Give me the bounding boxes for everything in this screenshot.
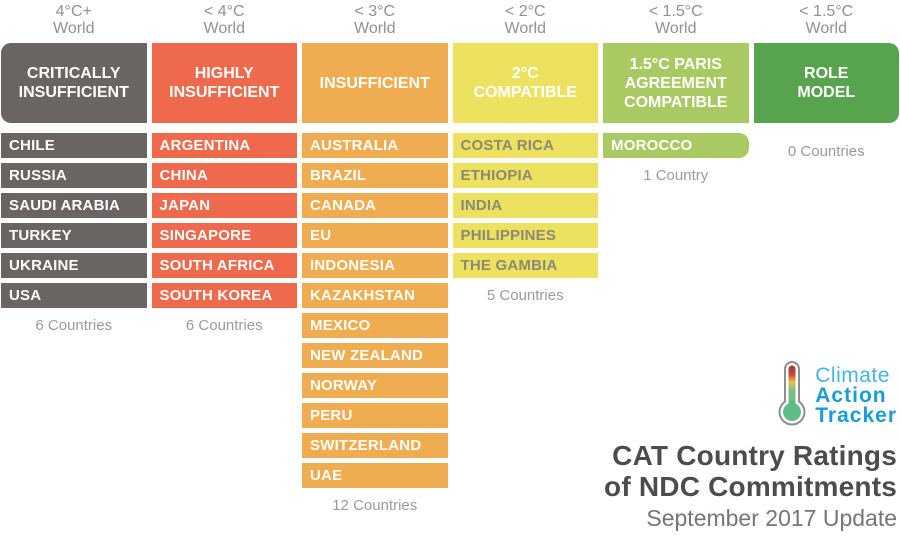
world-label: < 1.5°C World bbox=[648, 3, 703, 37]
country-box: UAE bbox=[302, 463, 448, 488]
country-count: 6 Countries bbox=[185, 317, 263, 334]
rating-column-5: < 1.5°C World ROLE MODEL 0 Countries bbox=[753, 0, 899, 514]
country-box: SAUDI ARABIA bbox=[1, 193, 147, 218]
category-header: ROLE MODEL bbox=[753, 43, 899, 123]
country-box: INDIA bbox=[452, 193, 598, 218]
country-box: NEW ZEALAND bbox=[302, 343, 448, 368]
logo-word-action: Action bbox=[815, 383, 887, 407]
country-box: NORWAY bbox=[302, 373, 448, 398]
world-label: < 2°C World bbox=[504, 3, 547, 37]
country-box: THE GAMBIA bbox=[452, 253, 598, 278]
chart-title-block: CAT Country Ratings of NDC Commitments S… bbox=[604, 440, 897, 531]
rating-column-4: < 1.5°C World 1.5°C PARIS AGREEMENT COMPA… bbox=[603, 0, 749, 514]
rating-column-3: < 2°C World 2°C COMPATIBLE COSTA RICA ETHIO… bbox=[452, 0, 598, 514]
country-box: ETHIOPIA bbox=[452, 163, 598, 188]
country-box: SWITZERLAND bbox=[302, 433, 448, 458]
country-box: MOROCCO bbox=[603, 133, 749, 158]
world-label: 4°C+ World bbox=[53, 3, 95, 37]
rating-column-2: < 3°C World INSUFFICIENT AUSTRALIA BRAZIL CA… bbox=[302, 0, 448, 514]
country-box: KAZAKHSTAN bbox=[302, 283, 448, 308]
ratings-grid: 4°C+ World CRITICALLY INSUFFICIENT CHILE RU… bbox=[1, 0, 899, 514]
country-box: ARGENTINA bbox=[151, 133, 297, 158]
country-list: AUSTRALIA BRAZIL CANADA EU INDONESIA KAZAKHST… bbox=[302, 133, 448, 493]
country-box: CHINA bbox=[151, 163, 297, 188]
country-count: 0 Countries bbox=[787, 143, 865, 160]
country-box: MEXICO bbox=[302, 313, 448, 338]
thermometer-icon bbox=[775, 360, 809, 431]
country-box: JAPAN bbox=[151, 193, 297, 218]
country-box: SINGAPORE bbox=[151, 223, 297, 248]
chart-subtitle: September 2017 Update bbox=[646, 505, 897, 531]
country-box: UKRAINE bbox=[1, 253, 147, 278]
country-list: CHILE RUSSIA SAUDI ARABIA TURKEY UKRAINE USA bbox=[1, 133, 147, 313]
world-label: < 4°C World bbox=[203, 3, 246, 37]
category-header: CRITICALLY INSUFFICIENT bbox=[1, 43, 147, 123]
chart-title-line2: of NDC Commitments bbox=[604, 471, 897, 502]
country-box: USA bbox=[1, 283, 147, 308]
country-count: 1 Country bbox=[643, 167, 709, 184]
category-header: 1.5°C PARIS AGREEMENT COMPATIBLE bbox=[603, 43, 749, 123]
country-box: COSTA RICA bbox=[452, 133, 598, 158]
country-box: BRAZIL bbox=[302, 163, 448, 188]
country-list: COSTA RICA ETHIOPIA INDIA PHILIPPINES THE GA… bbox=[452, 133, 598, 283]
rating-column-0: 4°C+ World CRITICALLY INSUFFICIENT CHILE RU… bbox=[1, 0, 147, 514]
world-label: < 3°C World bbox=[354, 3, 396, 37]
logo-wordmark: Climate Action Tracker bbox=[815, 363, 897, 427]
country-box: CHILE bbox=[1, 133, 147, 158]
world-label: < 1.5°C World bbox=[799, 3, 854, 37]
chart-title-line1: CAT Country Ratings bbox=[612, 440, 897, 471]
country-box: EU bbox=[302, 223, 448, 248]
country-box: PHILIPPINES bbox=[452, 223, 598, 248]
country-box: INDONESIA bbox=[302, 253, 448, 278]
country-list: ARGENTINA CHINA JAPAN SINGAPORE SOUTH AFRICA… bbox=[151, 133, 297, 313]
category-header: INSUFFICIENT bbox=[302, 43, 448, 123]
country-count: 5 Countries bbox=[486, 287, 564, 304]
country-box: PERU bbox=[302, 403, 448, 428]
country-list: MOROCCO bbox=[603, 133, 749, 163]
country-box: CANADA bbox=[302, 193, 448, 218]
logo-word-climate: Climate bbox=[815, 363, 890, 387]
country-box: SOUTH KOREA bbox=[151, 283, 297, 308]
logo-word-tracker: Tracker bbox=[815, 403, 897, 427]
country-box: TURKEY bbox=[1, 223, 147, 248]
country-count: 6 Countries bbox=[35, 317, 113, 334]
country-count: 12 Countries bbox=[332, 497, 418, 514]
category-header: HIGHLY INSUFFICIENT bbox=[151, 43, 297, 123]
climate-action-tracker-logo: Climate Action Tracker bbox=[775, 360, 897, 431]
rating-column-1: < 4°C World HIGHLY INSUFFICIENT ARGENTINA C… bbox=[151, 0, 297, 514]
category-header: 2°C COMPATIBLE bbox=[452, 43, 598, 123]
country-box: RUSSIA bbox=[1, 163, 147, 188]
country-box: SOUTH AFRICA bbox=[151, 253, 297, 278]
country-box: AUSTRALIA bbox=[302, 133, 448, 158]
